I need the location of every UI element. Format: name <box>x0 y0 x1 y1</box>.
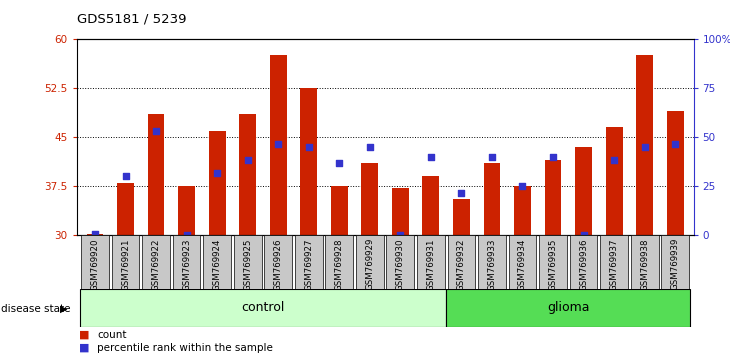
Bar <box>539 235 567 289</box>
Text: ■: ■ <box>79 343 89 353</box>
Bar <box>87 234 104 235</box>
Text: ▶: ▶ <box>60 304 67 314</box>
Text: GSM769923: GSM769923 <box>182 238 191 291</box>
Text: GSM769939: GSM769939 <box>671 238 680 290</box>
Point <box>364 144 376 150</box>
Bar <box>295 235 323 289</box>
Bar <box>239 114 256 235</box>
Text: GSM769937: GSM769937 <box>610 238 618 291</box>
Point <box>548 154 559 160</box>
Point <box>181 233 193 238</box>
Bar <box>173 235 201 289</box>
Bar <box>392 188 409 235</box>
Text: percentile rank within the sample: percentile rank within the sample <box>97 343 273 353</box>
Bar <box>514 186 531 235</box>
Bar <box>478 235 506 289</box>
Bar <box>80 289 446 327</box>
Text: GSM769922: GSM769922 <box>152 238 161 291</box>
Point <box>89 231 101 237</box>
Point <box>456 190 467 196</box>
Bar <box>483 163 500 235</box>
Point <box>303 144 315 150</box>
Point <box>150 128 162 133</box>
Bar <box>386 235 414 289</box>
Bar <box>178 186 195 235</box>
Bar <box>209 131 226 235</box>
Bar <box>203 235 231 289</box>
Bar <box>234 235 261 289</box>
Bar <box>569 235 597 289</box>
Bar <box>545 160 561 235</box>
Text: GSM769928: GSM769928 <box>335 238 344 291</box>
Text: GSM769930: GSM769930 <box>396 238 405 291</box>
Text: count: count <box>97 330 126 339</box>
Text: GSM769935: GSM769935 <box>548 238 558 291</box>
Point <box>486 154 498 160</box>
Bar <box>147 114 164 235</box>
Text: disease state: disease state <box>1 304 71 314</box>
Bar <box>331 186 347 235</box>
Bar <box>631 235 658 289</box>
Text: GSM769924: GSM769924 <box>212 238 222 291</box>
Text: GSM769932: GSM769932 <box>457 238 466 291</box>
Bar <box>361 163 378 235</box>
Bar <box>509 235 537 289</box>
Text: ■: ■ <box>79 330 89 339</box>
Point <box>517 183 529 189</box>
Point <box>577 233 589 238</box>
Bar <box>142 235 170 289</box>
Bar <box>417 235 445 289</box>
Text: GSM769929: GSM769929 <box>365 238 374 290</box>
Point <box>120 173 131 179</box>
Point <box>242 157 253 163</box>
Bar <box>661 235 689 289</box>
Text: GSM769936: GSM769936 <box>579 238 588 291</box>
Text: GSM769933: GSM769933 <box>488 238 496 291</box>
Text: glioma: glioma <box>547 302 590 314</box>
Text: GSM769931: GSM769931 <box>426 238 435 291</box>
Point <box>272 141 284 147</box>
Bar <box>112 235 139 289</box>
Bar <box>326 235 353 289</box>
Point <box>425 154 437 160</box>
Point <box>394 233 406 238</box>
Bar <box>575 147 592 235</box>
Text: GDS5181 / 5239: GDS5181 / 5239 <box>77 12 186 25</box>
Text: GSM769934: GSM769934 <box>518 238 527 291</box>
Point <box>211 170 223 176</box>
Text: GSM769920: GSM769920 <box>91 238 99 291</box>
Text: GSM769938: GSM769938 <box>640 238 649 291</box>
Text: GSM769925: GSM769925 <box>243 238 252 291</box>
Point <box>669 141 681 147</box>
Bar <box>447 235 475 289</box>
Bar <box>453 199 470 235</box>
Point <box>608 157 620 163</box>
Text: GSM769927: GSM769927 <box>304 238 313 291</box>
Bar <box>446 289 691 327</box>
Bar <box>300 88 317 235</box>
Point <box>639 144 650 150</box>
Point <box>334 160 345 166</box>
Bar <box>666 111 683 235</box>
Bar <box>606 127 623 235</box>
Bar <box>637 55 653 235</box>
Text: control: control <box>241 302 285 314</box>
Text: GSM769921: GSM769921 <box>121 238 130 291</box>
Bar <box>423 176 439 235</box>
Bar <box>264 235 292 289</box>
Bar <box>600 235 628 289</box>
Bar <box>81 235 109 289</box>
Bar <box>270 55 287 235</box>
Bar <box>356 235 384 289</box>
Bar <box>117 183 134 235</box>
Text: GSM769926: GSM769926 <box>274 238 283 291</box>
